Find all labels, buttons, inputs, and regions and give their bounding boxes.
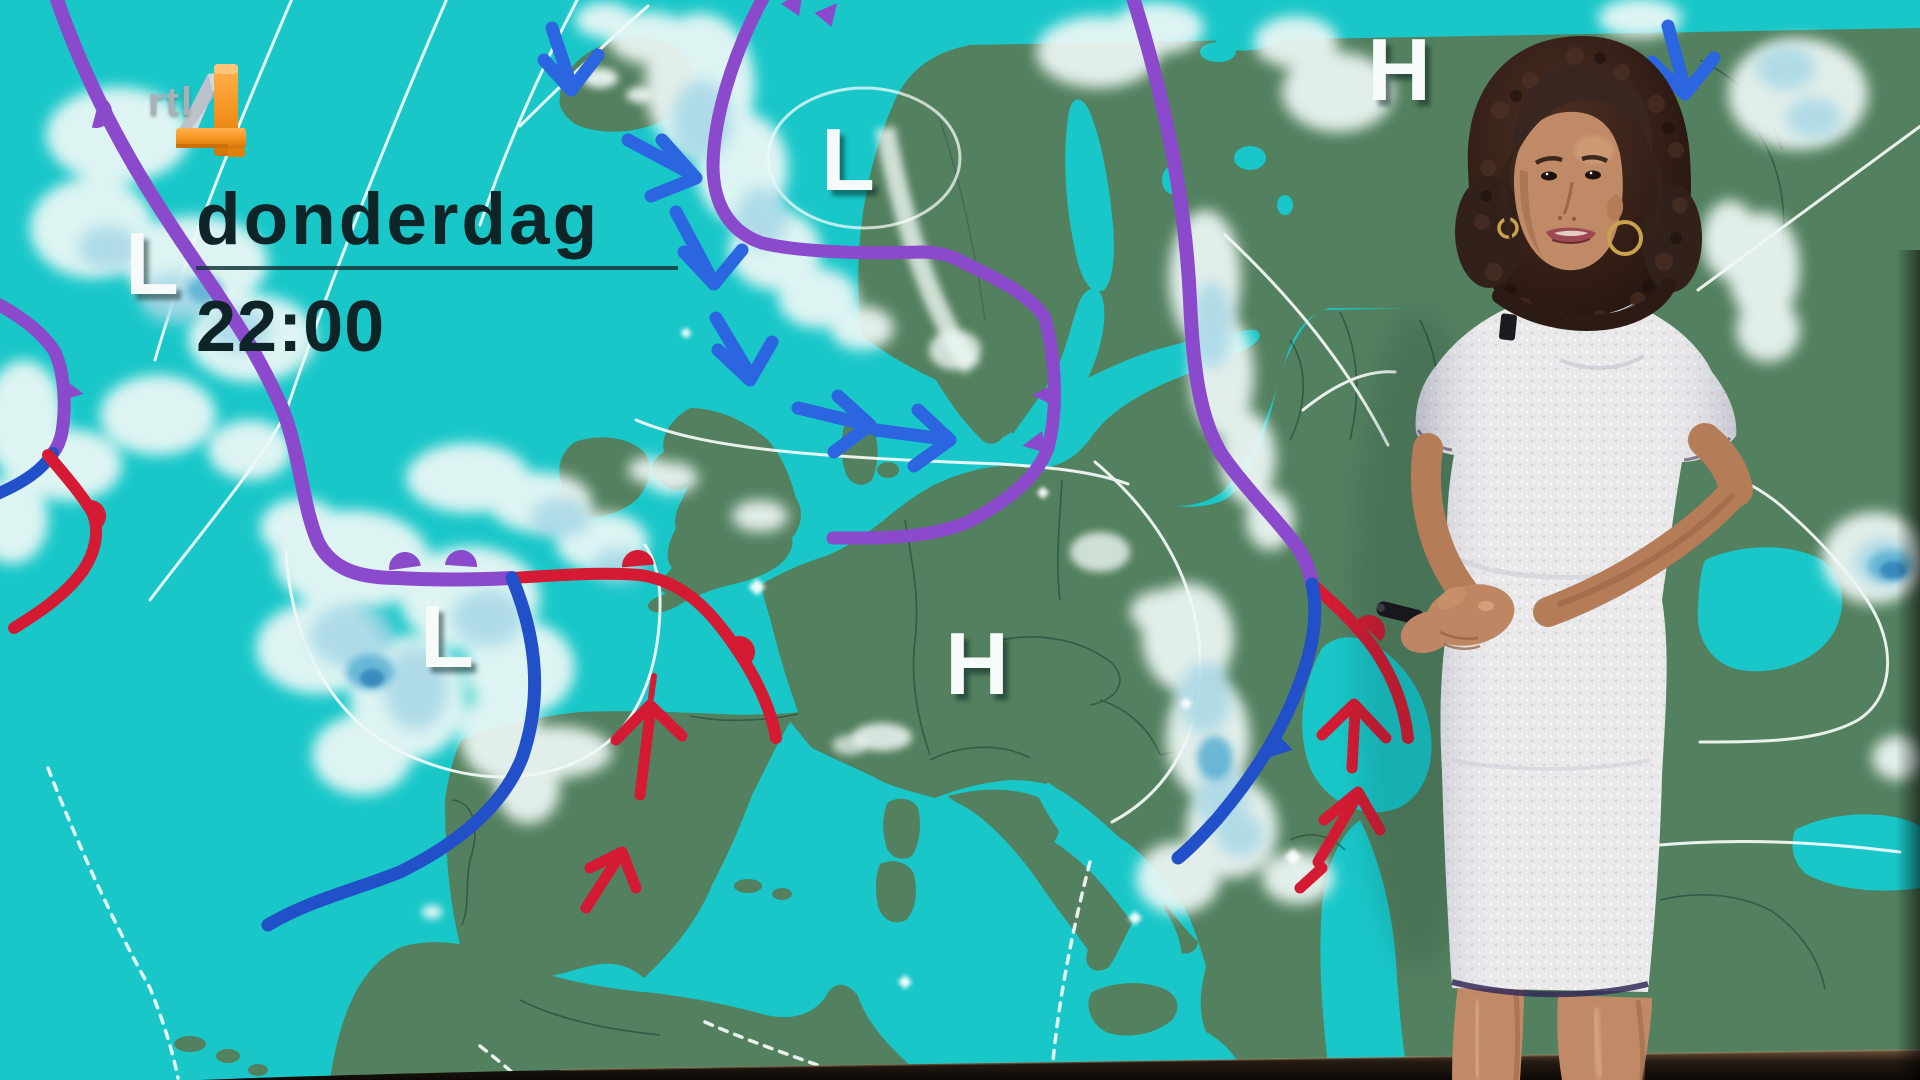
title-underline xyxy=(196,266,678,270)
occluded-front-baltic xyxy=(1126,0,1319,591)
warm-wind-arrows xyxy=(580,673,1392,914)
presenter-lapel-mic xyxy=(1498,313,1518,341)
sea-caspian-edge xyxy=(1792,814,1920,891)
eye-right xyxy=(1585,170,1601,180)
cold-front-aegean xyxy=(1171,577,1322,865)
presenter-arms xyxy=(1410,423,1753,627)
rtl-logo-text: rtl xyxy=(148,80,194,124)
sea-adriatic xyxy=(1038,782,1182,969)
sea-baltic xyxy=(1007,288,1260,468)
presenter-hands xyxy=(1376,584,1515,654)
occluded-front-northwest xyxy=(49,0,519,587)
sea-gulf-of-bothnia xyxy=(1065,99,1114,292)
eye-left xyxy=(1541,171,1557,181)
presenter-dress xyxy=(1415,304,1737,998)
presenter-legs xyxy=(1452,985,1652,1080)
pressure-label-low-biscay: L xyxy=(420,587,474,686)
land-sicily xyxy=(1088,983,1178,1036)
presenter-front-hair xyxy=(1474,47,1688,331)
land-corsica xyxy=(883,798,920,859)
cold-front-biscay xyxy=(261,571,542,932)
sea-aegean-south xyxy=(1320,820,1408,1080)
dress-hem-trim xyxy=(1451,979,1649,998)
nose xyxy=(1562,181,1574,215)
occluded-front-far-west xyxy=(0,297,71,460)
pressure-label-high-central-europe: H xyxy=(945,614,1009,713)
eyebrow-left xyxy=(1534,156,1563,165)
sea-black-sea xyxy=(1697,547,1843,672)
pressure-label-low-norwegian-sea: L xyxy=(821,110,875,209)
wind-arrows xyxy=(537,19,1721,914)
forecast-time: 22:00 xyxy=(196,287,386,367)
earring-right xyxy=(1607,220,1643,256)
eyebrow-right xyxy=(1581,155,1609,164)
pressure-label-low-atlantic: L xyxy=(125,214,179,313)
occluded-front-norwegian-sea xyxy=(706,0,1061,545)
snow-shower-icons xyxy=(680,327,1302,990)
cold-wind-arrows xyxy=(537,19,1721,473)
weather-presenter xyxy=(1354,35,1753,1080)
presenter-face xyxy=(1497,111,1643,271)
forecast-day-title: donderdag xyxy=(196,179,601,260)
warm-front-far-west xyxy=(8,449,103,634)
rtl4-logo-number xyxy=(176,64,246,157)
pressure-label-high-northeast: H xyxy=(1367,20,1431,119)
snow-patches xyxy=(422,68,1130,919)
land-great-britain xyxy=(647,408,801,613)
country-borders xyxy=(451,59,1826,1036)
screen-right-edge-shade xyxy=(1896,250,1920,1080)
warm-front-france xyxy=(506,567,782,744)
land-sardinia xyxy=(875,861,916,923)
land-italy xyxy=(948,789,1198,971)
weather-fronts xyxy=(0,0,1414,932)
